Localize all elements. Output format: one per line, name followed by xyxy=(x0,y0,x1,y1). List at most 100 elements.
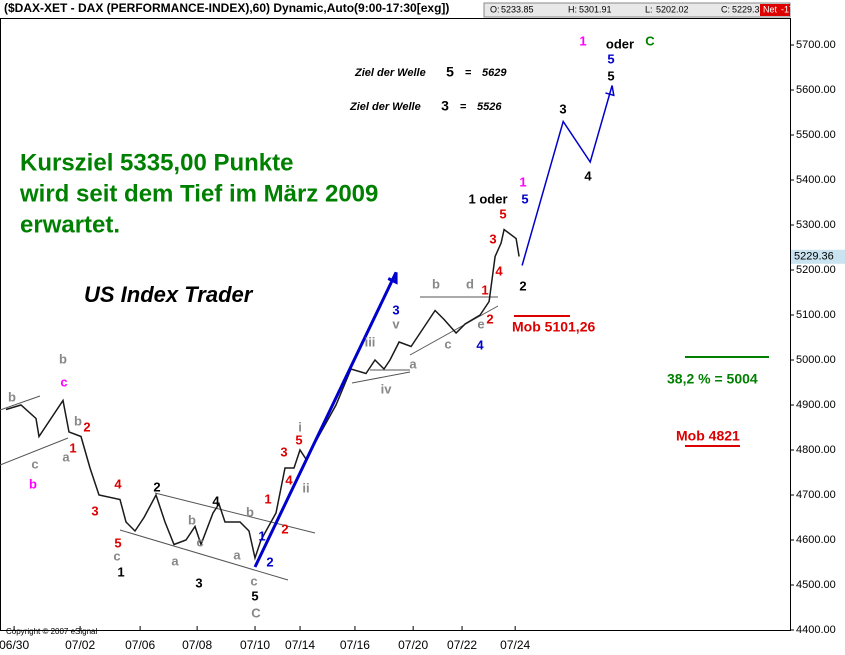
wave-label: a xyxy=(233,547,241,562)
wave-label: b xyxy=(432,276,440,291)
wave-label: 1 xyxy=(519,174,526,189)
target-eq: = xyxy=(460,101,466,113)
wave-label: 5 xyxy=(607,68,614,83)
quote-value: 5233.85 xyxy=(501,4,534,14)
quote-value: 5202.02 xyxy=(656,4,689,14)
quote-label: L: xyxy=(645,4,653,14)
wave-label: b xyxy=(29,476,37,491)
y-tick-label: 5600.00 xyxy=(796,84,836,96)
wave-label: 2 xyxy=(486,311,493,326)
level-label: Mob 5101,26 xyxy=(512,319,595,335)
wave-label: c xyxy=(196,534,203,549)
wave-label: ii xyxy=(302,480,309,495)
quote-label: C: xyxy=(721,4,730,14)
brand: US Index Trader xyxy=(84,282,254,307)
wave-label: oder xyxy=(606,36,634,51)
wave-label: b xyxy=(74,413,82,428)
wave-label: 2 xyxy=(153,479,160,494)
target-value: 5629 xyxy=(482,67,507,79)
quote-label: Net xyxy=(763,4,778,14)
wave-label: 5 xyxy=(521,191,528,206)
wave-label: 3 xyxy=(91,503,98,518)
projection-line xyxy=(521,85,613,266)
wave-label: 1 xyxy=(481,282,488,297)
wave-label: 4 xyxy=(212,493,220,508)
y-tick-label: 4600.00 xyxy=(796,534,836,546)
wave-label: 1 xyxy=(258,528,265,543)
wave-label: 4 xyxy=(495,263,503,278)
price-line xyxy=(5,228,520,561)
wave-label: b xyxy=(8,389,16,404)
wave-label: a xyxy=(409,356,417,371)
x-tick-label: 07/02 xyxy=(65,638,95,652)
wave-label: iii xyxy=(365,334,376,349)
wave-label: 1 xyxy=(579,33,586,48)
wave-label: 3 xyxy=(195,575,202,590)
wave-label: 1 xyxy=(264,491,271,506)
target-wave: 5 xyxy=(446,64,454,80)
target-wave: 3 xyxy=(441,98,449,114)
headline: Kursziel 5335,00 Punkte xyxy=(20,149,293,176)
wave-label: 1 oder xyxy=(468,191,507,206)
x-tick-label: 07/10 xyxy=(240,638,270,652)
y-tick-label: 5100.00 xyxy=(796,309,836,321)
wave-label: 4 xyxy=(476,337,484,352)
wave-label: C xyxy=(251,605,261,620)
quote-value: 5301.91 xyxy=(579,4,612,14)
wave-label: i xyxy=(298,419,302,434)
y-tick-label: 5300.00 xyxy=(796,219,836,231)
level-label: Mob 4821 xyxy=(676,428,740,444)
x-tick-label: 07/24 xyxy=(500,638,530,652)
wave-label: 5 xyxy=(251,588,258,603)
x-tick-label: 07/16 xyxy=(340,638,370,652)
wave-label: 2 xyxy=(266,554,273,569)
wave-label: c xyxy=(113,548,120,563)
y-tick-label: 4800.00 xyxy=(796,444,836,456)
wave-label: e xyxy=(477,316,484,331)
wave-label: c xyxy=(250,573,257,588)
target-value: 5526 xyxy=(477,101,502,113)
wave-label: 3 xyxy=(392,302,399,317)
net-box xyxy=(760,4,790,16)
target-eq: = xyxy=(465,67,471,79)
wave-label: 3 xyxy=(280,444,287,459)
wave-label: c xyxy=(60,374,67,389)
y-tick-label: 4700.00 xyxy=(796,489,836,501)
quote-value: 5229.36 xyxy=(732,4,765,14)
last-price: 5229.36 xyxy=(794,251,834,263)
quote-value: -17.92 xyxy=(781,4,807,14)
wave-label: 4 xyxy=(285,472,293,487)
wave-label: 4 xyxy=(114,476,122,491)
wave-label: 5 xyxy=(114,535,121,550)
projection-line xyxy=(253,271,398,568)
arrow-head xyxy=(387,272,398,285)
quote-label: O: xyxy=(490,4,500,14)
wave-label: a xyxy=(171,553,179,568)
wave-label: 5 xyxy=(499,206,506,221)
x-tick-label: 07/22 xyxy=(447,638,477,652)
x-tick-label: 07/20 xyxy=(398,638,428,652)
y-tick-label: 4900.00 xyxy=(796,399,836,411)
wave-label: 2 xyxy=(519,278,526,293)
chart-title: ($DAX-XET - DAX (PERFORMANCE-INDEX),60) … xyxy=(4,1,449,15)
wave-label: 1 xyxy=(69,440,76,455)
x-tick-label: 07/06 xyxy=(125,638,155,652)
y-tick-label: 5400.00 xyxy=(796,174,836,186)
wave-label: c xyxy=(31,456,38,471)
y-tick-label: 5500.00 xyxy=(796,129,836,141)
x-tick-label: 07/08 xyxy=(182,638,212,652)
wave-label: iv xyxy=(381,381,393,396)
wave-label: 3 xyxy=(559,101,566,116)
y-tick-label: 4500.00 xyxy=(796,579,836,591)
x-tick-label: 06/30 xyxy=(0,638,29,652)
wave-label: 4 xyxy=(584,168,592,183)
target-text: Ziel der Welle xyxy=(354,67,426,79)
wave-label: 5 xyxy=(295,432,302,447)
wave-label: 5 xyxy=(607,51,614,66)
y-tick-label: 5000.00 xyxy=(796,354,836,366)
wave-label: b xyxy=(188,512,196,527)
wave-label: v xyxy=(392,316,400,331)
wave-label: a xyxy=(62,449,70,464)
headline: erwartet. xyxy=(20,211,120,238)
